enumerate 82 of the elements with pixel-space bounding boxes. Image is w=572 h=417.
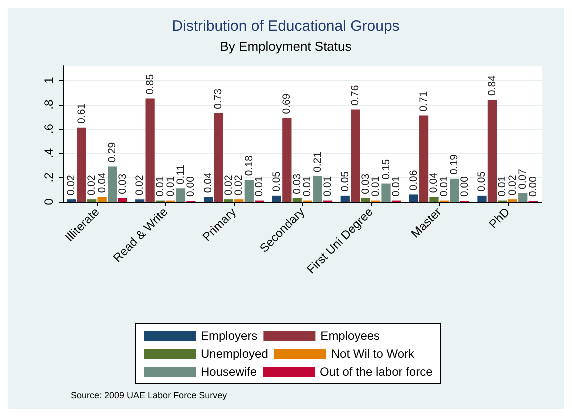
legend-label: Out of the labor force bbox=[320, 365, 434, 379]
y-tick-label: 1 bbox=[42, 76, 56, 84]
data-label: 0.03 bbox=[116, 174, 129, 194]
bar bbox=[518, 194, 528, 202]
bar bbox=[351, 110, 360, 202]
x-tick-label: PhD bbox=[486, 204, 513, 232]
data-label: 0.02 bbox=[86, 174, 98, 196]
chart-title: Distribution of Educational Groups bbox=[172, 18, 400, 35]
bar bbox=[244, 180, 254, 202]
data-label: 0.18 bbox=[243, 156, 256, 176]
bar bbox=[478, 196, 487, 202]
data-label: 0.00 bbox=[458, 176, 471, 197]
bar bbox=[77, 128, 86, 202]
bar bbox=[430, 197, 439, 202]
data-label: 0.06 bbox=[408, 170, 420, 191]
data-label: 0.01 bbox=[164, 176, 177, 197]
legend-label: Not Wil to Work bbox=[331, 347, 416, 361]
bar bbox=[382, 184, 391, 202]
legend-label: Unemployed bbox=[201, 347, 268, 361]
bar bbox=[108, 166, 118, 202]
bar bbox=[419, 116, 429, 202]
data-label: 0.01 bbox=[322, 176, 334, 197]
data-label: 0.00 bbox=[185, 176, 198, 197]
data-label: 0.11 bbox=[174, 164, 187, 185]
data-label: 0.73 bbox=[212, 88, 225, 110]
bar bbox=[282, 118, 292, 202]
bar bbox=[409, 194, 418, 202]
bar bbox=[204, 197, 214, 202]
y-tick-label: 0 bbox=[42, 198, 56, 206]
bar bbox=[313, 176, 322, 202]
data-label: 0.04 bbox=[428, 172, 440, 194]
data-label: 0.02 bbox=[66, 174, 78, 196]
bar bbox=[98, 197, 107, 202]
data-label: 0.76 bbox=[350, 85, 362, 106]
bar bbox=[272, 196, 282, 202]
data-label: 0.01 bbox=[496, 176, 509, 197]
data-label: 0.01 bbox=[438, 176, 450, 197]
bar bbox=[340, 196, 350, 202]
bar bbox=[176, 188, 186, 202]
data-label: 0.02 bbox=[134, 174, 146, 196]
data-label: 0.07 bbox=[517, 168, 530, 190]
chart-subtitle: By Employment Status bbox=[220, 39, 352, 54]
data-label: 0.69 bbox=[281, 94, 294, 114]
legend-label: Employees bbox=[320, 329, 380, 343]
data-label: 0.84 bbox=[486, 75, 498, 96]
data-label: 0.15 bbox=[380, 159, 392, 180]
data-label: 0.02 bbox=[506, 174, 519, 196]
y-tick-label: .4 bbox=[42, 148, 56, 158]
data-label: 0.01 bbox=[390, 176, 402, 197]
bar bbox=[361, 198, 370, 202]
data-label: 0.03 bbox=[291, 174, 304, 194]
data-label: 0.05 bbox=[339, 171, 352, 192]
bar bbox=[450, 178, 460, 202]
data-label: 0.21 bbox=[312, 152, 324, 172]
data-label: 0.19 bbox=[448, 154, 461, 175]
data-label: 0.02 bbox=[222, 174, 235, 196]
y-tick-label: .6 bbox=[42, 124, 56, 134]
data-label: 0.04 bbox=[202, 172, 215, 194]
data-label: 0.85 bbox=[144, 74, 156, 95]
bar bbox=[292, 198, 302, 202]
data-label: 0.01 bbox=[254, 176, 266, 197]
data-label: 0.01 bbox=[302, 176, 314, 197]
data-label: 0.61 bbox=[76, 103, 88, 124]
data-label: 0.71 bbox=[418, 91, 430, 112]
data-label: 0.00 bbox=[527, 176, 540, 197]
bar bbox=[146, 98, 155, 202]
data-label: 0.05 bbox=[270, 171, 283, 192]
data-label: 0.02 bbox=[233, 174, 246, 196]
data-label: 0.04 bbox=[96, 172, 108, 194]
source-note: Source: 2009 UAE Labor Force Survey bbox=[71, 390, 228, 400]
y-tick-label: .2 bbox=[42, 172, 56, 183]
legend-label: Housewife bbox=[201, 365, 258, 379]
bar bbox=[118, 198, 128, 202]
legend-label: Employers bbox=[201, 329, 258, 343]
data-label: 0.29 bbox=[106, 142, 119, 163]
data-label: 0.01 bbox=[154, 176, 167, 197]
data-label: 0.03 bbox=[360, 174, 372, 194]
data-label: 0.05 bbox=[476, 171, 488, 192]
bar bbox=[488, 100, 498, 202]
bar bbox=[214, 113, 224, 202]
y-tick-label: .8 bbox=[42, 100, 56, 110]
data-label: 0.01 bbox=[370, 176, 382, 197]
